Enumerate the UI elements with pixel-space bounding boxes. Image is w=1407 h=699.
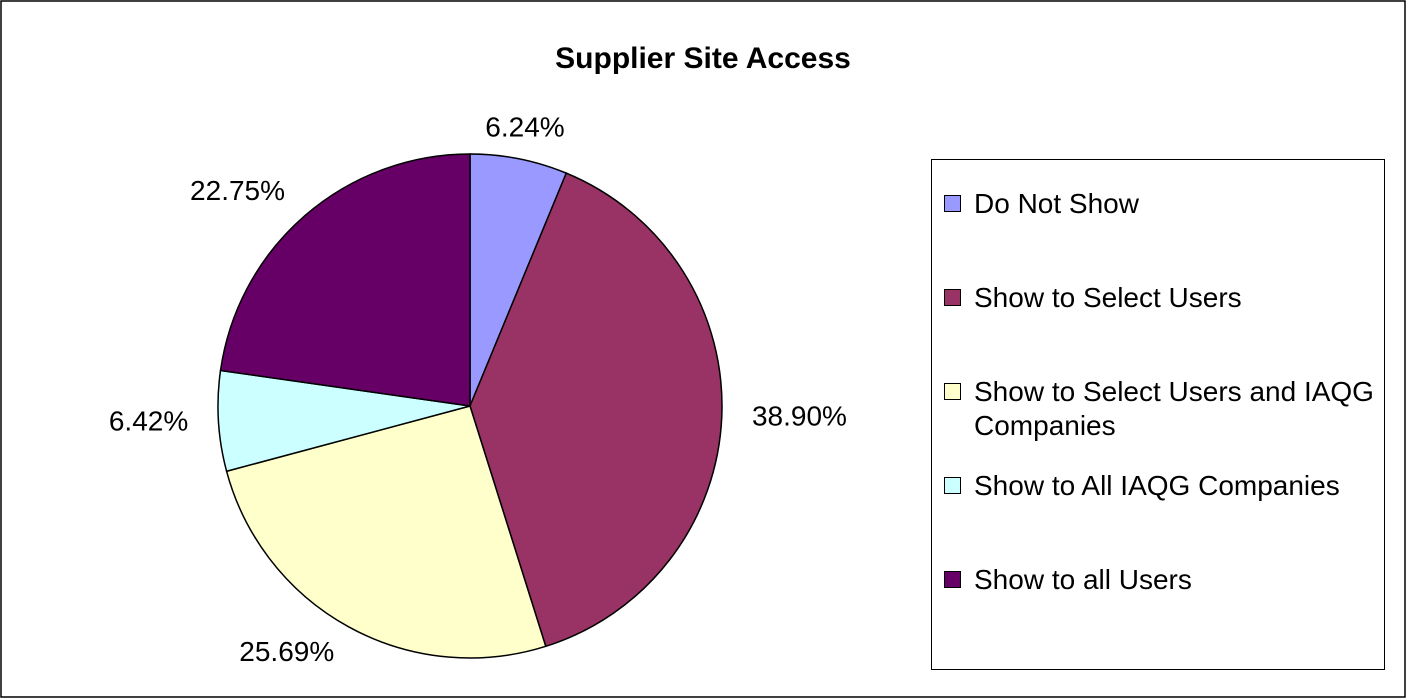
pie-slice <box>225 405 547 659</box>
data-label: 6.24% <box>485 112 564 143</box>
legend-swatch <box>944 195 961 212</box>
legend-label: Show to All IAQG Companies <box>974 470 1340 501</box>
data-label: 25.69% <box>239 636 334 667</box>
legend-swatch <box>944 289 961 306</box>
legend-label: Show to Select Users and IAQG Companies <box>974 376 1374 441</box>
chart-title: Supplier Site Access <box>555 42 851 75</box>
pie-slice <box>219 153 471 407</box>
data-label: 38.90% <box>752 401 847 432</box>
data-label: 6.42% <box>109 405 188 436</box>
legend-label: Do Not Show <box>974 188 1139 219</box>
legend-label: Show to Select Users <box>974 282 1242 313</box>
legend: Do Not Show Show to Select Users Show to S… <box>931 159 1385 670</box>
legend-swatch <box>944 477 961 494</box>
legend-swatch <box>944 383 961 400</box>
data-label: 22.75% <box>190 175 285 206</box>
legend-label: Show to all Users <box>974 564 1192 595</box>
legend-swatch <box>944 571 961 588</box>
pie-slice <box>469 172 723 648</box>
